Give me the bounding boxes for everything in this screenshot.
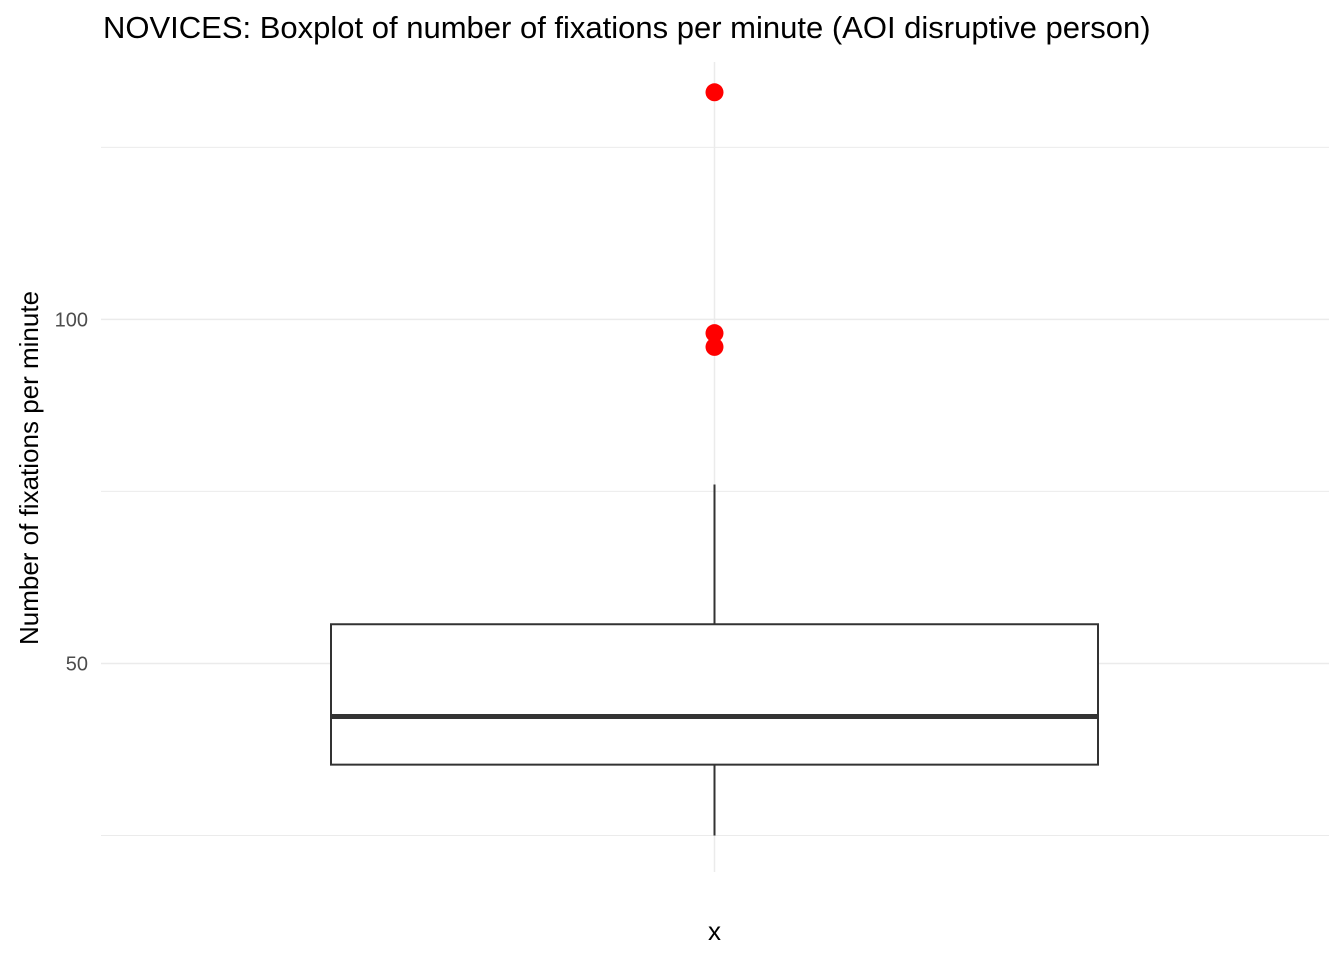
y-tick-label: 100: [55, 309, 88, 331]
y-axis-title: Number of fixations per minute: [14, 291, 44, 645]
outlier-layer: [705, 83, 724, 356]
box-iqr: [330, 623, 1099, 766]
outlier-point: [705, 337, 724, 356]
y-tick-labels: 100 50: [55, 309, 88, 675]
outlier-point: [705, 83, 724, 102]
y-tick-label: 50: [66, 653, 88, 675]
x-axis-category-label: x: [708, 916, 721, 946]
box-layer: [330, 484, 1099, 836]
chart-title: NOVICES: Boxplot of number of fixations …: [103, 10, 1151, 45]
outlier-point: [705, 324, 724, 343]
